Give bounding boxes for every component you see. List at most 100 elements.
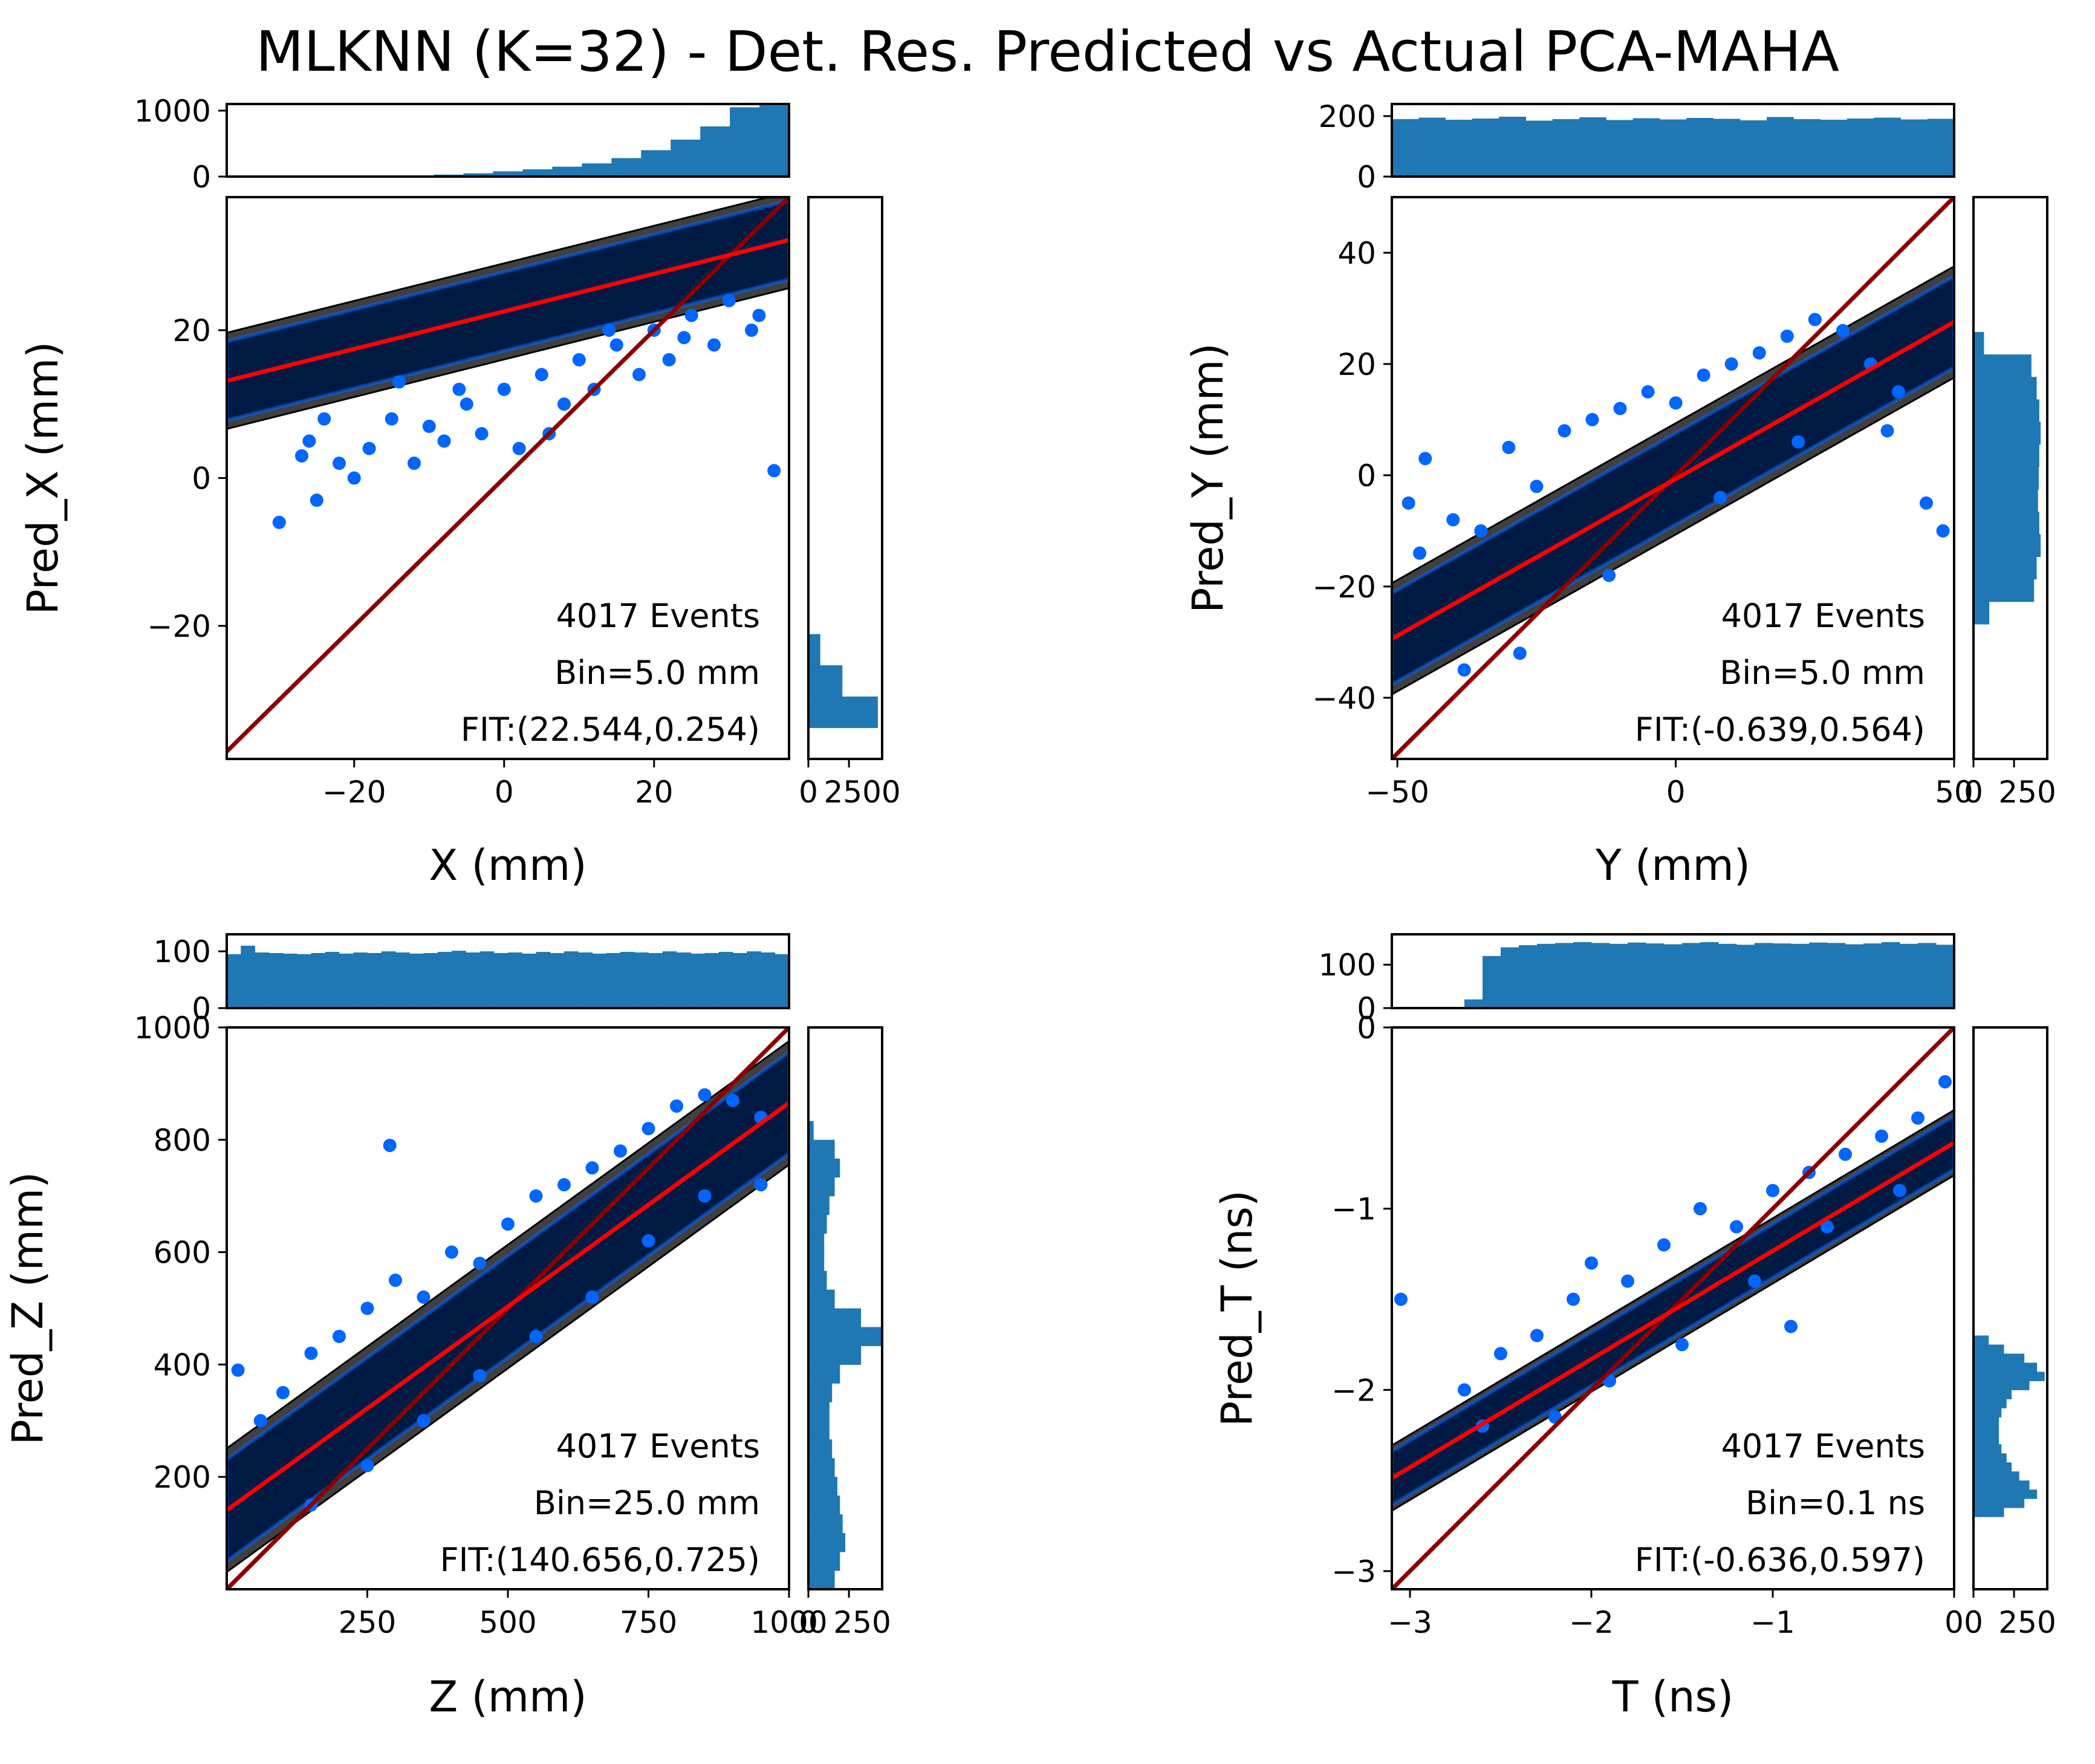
figure-title: MLKNN (K=32) - Det. Res. Predicted vs Ac…	[255, 19, 1840, 84]
y-tick-label: −2	[1331, 1373, 1376, 1408]
y-tick-label: 0	[1357, 458, 1376, 493]
top-histogram-bar	[1682, 943, 1701, 1008]
right-histogram-frame	[1972, 1026, 2048, 1590]
scatter-point	[641, 1122, 655, 1136]
top-histogram-bar	[1537, 943, 1556, 1008]
top-histogram-bar	[1755, 943, 1773, 1008]
scatter-point	[1613, 402, 1627, 415]
right-histogram-bar	[1973, 399, 2039, 423]
scatter-point	[362, 441, 376, 455]
right-histogram-bar	[808, 1383, 833, 1402]
right-histogram-bar	[1973, 1408, 2002, 1417]
scatter-point	[317, 412, 331, 426]
right-hist-x-tick-label: 0	[799, 775, 818, 810]
fit-line	[1392, 320, 1954, 641]
scatter-point	[1413, 546, 1427, 560]
top-histogram-bar	[759, 105, 790, 177]
x-tick-label: 0	[1666, 775, 1686, 810]
y-tick-label: −20	[1312, 570, 1376, 605]
right-histogram-frame	[807, 196, 883, 760]
x-tick-label: −50	[1365, 775, 1429, 810]
right-histogram-bar	[808, 1177, 835, 1197]
top-histogram-bar	[606, 952, 621, 1008]
scatter-point	[1458, 1383, 1471, 1397]
top-histogram-bar	[1845, 944, 1864, 1008]
annotation-text: FIT:(140.656,0.725)	[440, 1541, 760, 1579]
scatter-point	[585, 1290, 599, 1304]
scatter-point	[1457, 663, 1471, 677]
y-tick-label: 20	[1337, 347, 1376, 382]
x-tick-label: −20	[322, 775, 386, 810]
top-histogram-bar	[255, 952, 270, 1008]
scatter-point	[1657, 1238, 1671, 1252]
right-histogram-bar	[808, 1196, 830, 1216]
top-histogram-bar	[1900, 943, 1918, 1008]
top-hist-y-tick-label: 0	[192, 160, 211, 195]
annotation-text: 4017 Events	[556, 1427, 760, 1465]
right-histogram-bar	[808, 1552, 840, 1571]
x-tick-label: 50	[1935, 775, 1973, 810]
right-hist-x-tick-label: 250	[1998, 775, 2056, 810]
scatter-point	[557, 1178, 571, 1192]
top-histogram-bar	[1499, 117, 1526, 177]
right-histogram-bar	[808, 1214, 827, 1234]
right-histogram-bar	[808, 1271, 827, 1290]
scatter-point	[304, 1346, 318, 1360]
top-histogram-bar	[620, 952, 635, 1008]
right-histogram-bar	[808, 1570, 835, 1590]
x-tick-label: 1000	[750, 1605, 827, 1640]
right-histogram-bar	[1973, 534, 2041, 558]
right-histogram-bar	[1973, 331, 1984, 355]
top-histogram-frame	[1391, 933, 1955, 1009]
scatter-point	[1669, 396, 1683, 410]
y-tick-label: −3	[1331, 1554, 1376, 1589]
panel-x: −20 0 20 −20 0 20 X (mm) Pred_X (mm) 4017 Events…	[18, 94, 901, 890]
scatter-point	[1402, 496, 1415, 510]
scatter-point	[698, 1189, 712, 1203]
top-hist-y-tick-label: 1000	[134, 94, 211, 129]
top-histogram-bar	[227, 954, 241, 1008]
right-histogram-bar	[808, 1495, 840, 1515]
right-histogram-bar	[1973, 1435, 1999, 1445]
scatter-point	[475, 427, 489, 441]
top-histogram-bar	[1820, 120, 1848, 177]
top-histogram-bar	[704, 952, 719, 1008]
top-histogram-bar	[1664, 944, 1683, 1008]
top-histogram-bar	[1483, 955, 1501, 1008]
scatter-point	[767, 464, 781, 478]
y-tick-label: −40	[1312, 681, 1376, 716]
scatter-point	[1780, 329, 1794, 343]
top-histogram-bar	[1591, 943, 1610, 1008]
right-histogram-bar	[1973, 1499, 2025, 1508]
scatter-point	[1602, 568, 1616, 582]
top-histogram-bar	[1609, 943, 1628, 1008]
top-histogram-bar	[1809, 942, 1828, 1008]
scatter-point	[1621, 1274, 1634, 1288]
top-hist-y-tick-label: 100	[154, 934, 211, 969]
scatter-point	[1748, 1274, 1761, 1288]
right-histogram-bar	[808, 696, 878, 728]
top-histogram-bar	[463, 173, 494, 177]
scatter-point	[572, 353, 586, 366]
scatter-point	[557, 397, 571, 411]
scatter-point	[529, 1329, 543, 1343]
top-histogram-bar	[1418, 117, 1446, 177]
top-histogram-bar	[466, 952, 480, 1008]
right-hist-x-tick-label: 250	[833, 1605, 891, 1640]
scatter-point	[383, 1139, 397, 1153]
right-histogram-bar	[808, 1233, 825, 1253]
annotation-text: Bin=25.0 mm	[534, 1484, 760, 1522]
y-axis-label: Pred_X (mm)	[18, 342, 68, 615]
right-histogram-bar	[808, 1421, 830, 1440]
top-histogram-bar	[1700, 942, 1719, 1008]
right-histogram-bar	[1973, 444, 2039, 467]
top-histogram-bar	[522, 169, 553, 177]
annotation-text: FIT:(22.544,0.254)	[461, 711, 760, 749]
top-histogram-bar	[1927, 119, 1955, 177]
right-histogram-bar	[808, 1477, 837, 1496]
scatter-point	[632, 368, 646, 382]
scatter-point	[497, 382, 511, 396]
top-histogram-bar	[1686, 118, 1713, 177]
top-histogram-bar	[283, 953, 297, 1008]
top-histogram-bar	[671, 139, 701, 177]
